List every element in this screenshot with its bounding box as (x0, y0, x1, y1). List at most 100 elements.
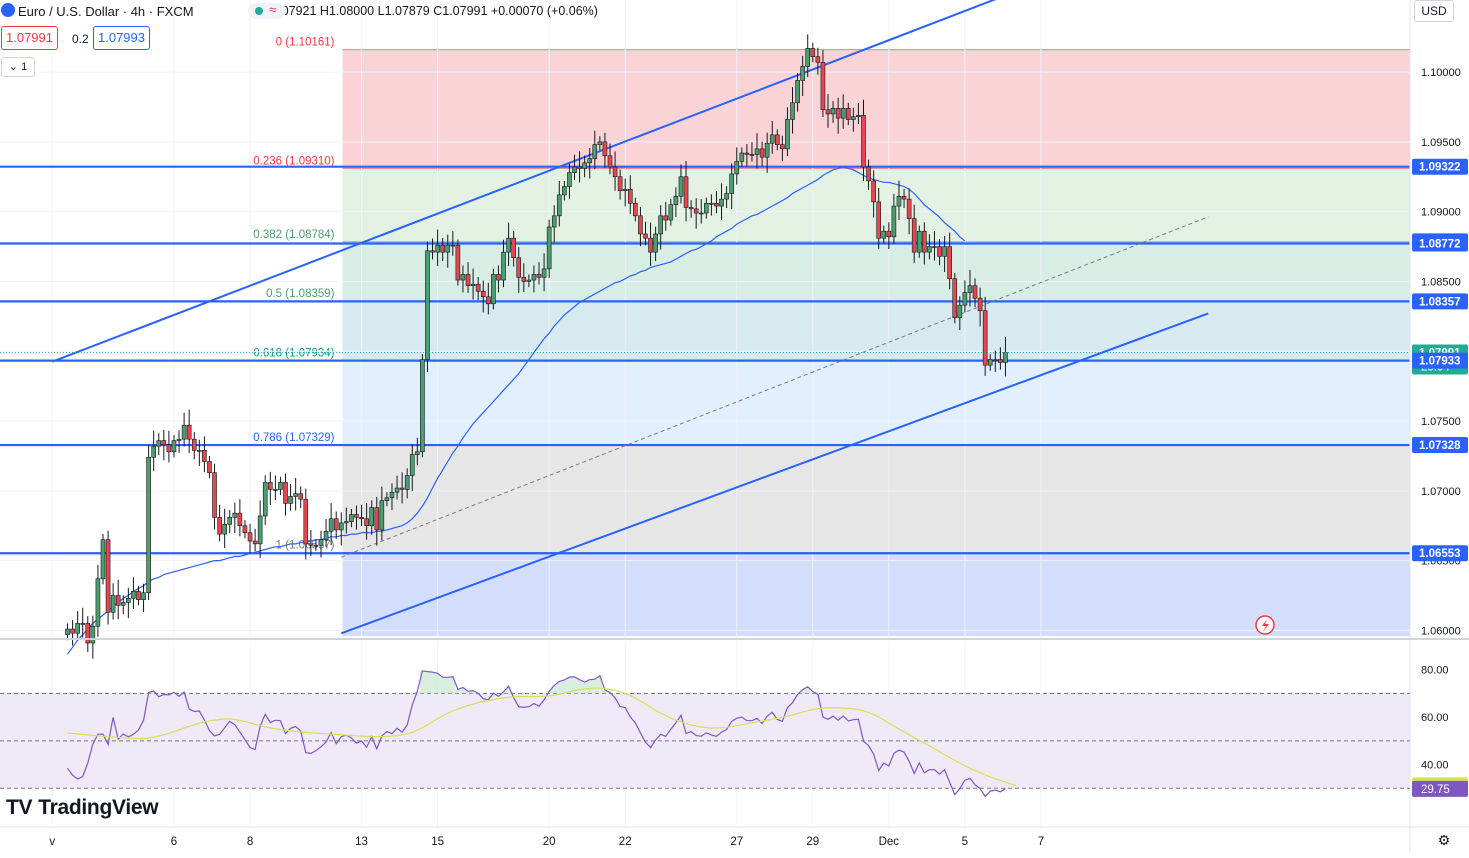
time-tick-label: 29 (806, 836, 819, 848)
candle-body (688, 207, 694, 210)
lightning-icon (1255, 615, 1275, 635)
candle-body (349, 514, 354, 522)
candle-body (516, 257, 522, 278)
ask-button[interactable]: 1.07993 (93, 26, 150, 50)
candle-body (364, 518, 369, 527)
candle-body (947, 246, 952, 279)
candle-body (577, 166, 582, 169)
time-tick-label: 15 (431, 836, 444, 848)
candle-body (278, 482, 283, 490)
candle-body (815, 56, 821, 63)
candle-body (222, 524, 227, 535)
candle-body (506, 237, 511, 253)
candle-body (207, 461, 212, 473)
candle-body (714, 202, 719, 207)
rsi-band-fill (0, 693, 1410, 789)
candle-body (425, 250, 430, 360)
candle-body (922, 230, 927, 253)
candle-body (115, 595, 121, 606)
fib-level-label: 0.786 (1.07329) (253, 432, 334, 444)
candle-body (693, 208, 699, 214)
candle-body (333, 518, 339, 531)
candle-body (252, 540, 258, 545)
rsi-tick-label: 40.00 (1421, 760, 1449, 772)
rsi-line (67, 670, 1006, 798)
rsi-ma-line (67, 687, 1016, 786)
candle-body (638, 215, 643, 235)
candle-body (298, 493, 304, 500)
candle-body (455, 244, 461, 281)
time-tick-label: 27 (730, 836, 743, 848)
candle-body (678, 176, 684, 197)
candle-body (435, 244, 440, 253)
price-axis-tag-label: 1.08357 (1419, 296, 1461, 308)
collapse-button[interactable]: ⌄ 1 (1, 57, 35, 77)
candle-body (785, 119, 790, 150)
candle-body (151, 445, 156, 458)
live-dot-icon (255, 7, 263, 15)
rsi-tick-label: 60.00 (1421, 712, 1449, 724)
tradingview-logo[interactable]: TV TradingView (6, 796, 159, 820)
symbol-title[interactable]: Euro / U.S. Dollar · 4h · FXCM (18, 3, 194, 19)
candle-body (186, 424, 192, 440)
candle-body (800, 66, 805, 81)
rsi-value-tag-label: 29.75 (1421, 784, 1450, 796)
candle-body (450, 244, 456, 247)
candle-body (927, 246, 932, 253)
candle-body (790, 102, 795, 120)
candle-body (531, 274, 537, 281)
candle-body (536, 274, 542, 278)
candle-body (932, 246, 937, 248)
price-axis-tag-label: 1.07933 (1419, 356, 1461, 368)
candle-body (658, 215, 663, 235)
candle-body (131, 591, 136, 599)
candle-body (612, 166, 618, 178)
ohlc-readout: O1.07921 H1.08000 L1.07879 C1.07991 +0.0… (261, 4, 598, 18)
candle-body (724, 193, 729, 200)
candle-body (643, 233, 648, 239)
candle-body (267, 482, 273, 490)
candle-body (977, 297, 983, 312)
time-tick-label: 7 (1038, 836, 1044, 848)
fib-zone (342, 49, 1410, 169)
gear-icon[interactable]: ⚙ (1437, 832, 1451, 848)
currency-button[interactable]: USD (1414, 0, 1454, 22)
candle-body (876, 201, 882, 239)
candle-body (866, 166, 871, 182)
candle-body (982, 310, 988, 366)
time-tick-label: 13 (355, 836, 368, 848)
trendline-channel-lower (340, 312, 1209, 635)
candle-body (546, 226, 552, 270)
candle-body (780, 144, 785, 150)
trendline-dashed-mid (341, 216, 1209, 558)
time-tick-label: 6 (171, 836, 177, 848)
candles-group (65, 34, 1008, 659)
status-pill[interactable]: ≈ (248, 2, 286, 19)
candle-body (729, 173, 734, 194)
candle-body (242, 525, 248, 534)
spread-value: 0.2 (68, 28, 93, 50)
price-axis-tag (1412, 545, 1468, 562)
time-tick-label: v (49, 836, 55, 848)
price-axis-tag (1412, 235, 1468, 252)
candle-body (496, 274, 501, 281)
candle-body (328, 518, 334, 532)
collapse-label: 1 (21, 61, 28, 73)
candle-body (110, 595, 116, 613)
candle-body (440, 244, 445, 253)
candle-body (541, 268, 547, 278)
candle-body (673, 195, 679, 205)
candle-body (100, 539, 106, 580)
candle-body (384, 497, 390, 501)
price-axis-tag (1412, 352, 1468, 369)
candle-body (212, 472, 217, 518)
candle-body (126, 598, 131, 603)
candle-body (227, 517, 233, 525)
bid-button[interactable]: 1.07991 (1, 26, 58, 50)
time-tick-label: 8 (247, 836, 253, 848)
candle-body (232, 512, 238, 518)
candle-body (283, 482, 288, 504)
candle-body (141, 592, 146, 601)
